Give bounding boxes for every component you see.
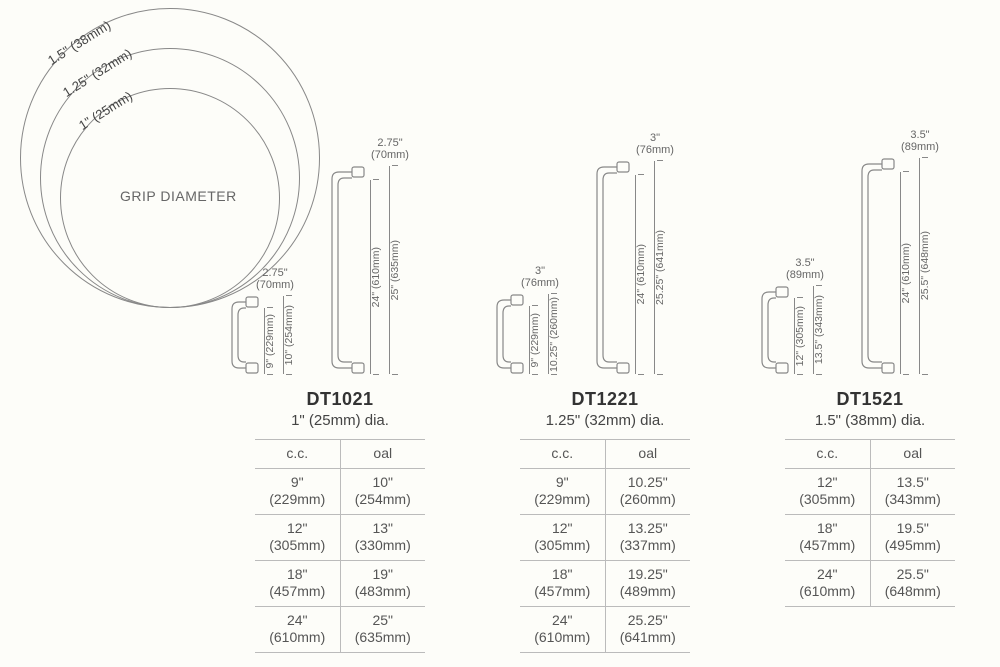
cc-cell: 12"(305mm): [255, 514, 340, 560]
cc-cell: 9"(229mm): [255, 468, 340, 514]
table-row: 18"(457mm) 19.5"(495mm): [785, 514, 955, 560]
vertical-dimension: 25.25" (641mm): [654, 160, 667, 375]
pull-handle-icon: [760, 285, 790, 375]
model-diameter: 1" (25mm) dia.: [291, 412, 389, 429]
model-code: DT1521: [815, 389, 925, 410]
vertical-dimension: 10.25" (260mm): [548, 293, 561, 375]
pull-handle-icon: [230, 295, 260, 375]
grip-diameter-label: GRIP DIAMETER: [120, 188, 237, 204]
table-row: 9"(229mm) 10"(254mm): [255, 468, 425, 514]
vertical-dimension: 25.5" (648mm): [919, 157, 932, 375]
oal-cell: 25.25"(641mm): [605, 606, 690, 652]
col-header-oal: oal: [870, 440, 955, 469]
oal-cell: 19.25"(489mm): [605, 560, 690, 606]
oal-cell: 13"(330mm): [340, 514, 425, 560]
col-header-oal: oal: [605, 440, 690, 469]
handle-small: 2.75"(70mm) 9" (229mm): [230, 267, 320, 375]
cc-cell: 18"(457mm): [785, 514, 870, 560]
model-heading: DT1021 1" (25mm) dia.: [291, 389, 389, 429]
width-dim-small: 3"(76mm): [495, 265, 585, 289]
model-diameter: 1.25" (32mm) dia.: [546, 412, 665, 429]
vertical-dimension: 24" (610mm): [900, 171, 913, 375]
vertical-dimension: 13.5" (343mm): [813, 285, 826, 375]
oal-cell: 25.5"(648mm): [870, 560, 955, 606]
col-header-oal: oal: [340, 440, 425, 469]
oal-cell: 19.5"(495mm): [870, 514, 955, 560]
oal-cell: 13.5"(343mm): [870, 468, 955, 514]
model-diameter: 1.5" (38mm) dia.: [815, 412, 925, 429]
vertical-dimension: 9" (229mm): [264, 307, 277, 375]
oal-cell: 25"(635mm): [340, 606, 425, 652]
model-column: 3.5"(89mm) 12" (305mm): [760, 135, 980, 653]
model-column: 2.75"(70mm) 9" (229mm): [230, 135, 450, 653]
table-row: 18"(457mm) 19"(483mm): [255, 560, 425, 606]
oal-cell: 19"(483mm): [340, 560, 425, 606]
table-row: 24"(610mm) 25.5"(648mm): [785, 560, 955, 606]
handle-large: 3"(76mm) 24" (610mm): [595, 132, 715, 375]
spec-table: c.c. oal 9"(229mm) 10"(254mm) 12"(305mm)…: [255, 439, 425, 653]
vertical-dimension: 9" (229mm): [529, 305, 542, 375]
spec-table: c.c. oal 9"(229mm) 10.25"(260mm) 12"(305…: [520, 439, 690, 653]
width-dim-small: 3.5"(89mm): [760, 257, 850, 281]
model-code: DT1021: [291, 389, 389, 410]
col-header-cc: c.c.: [785, 440, 870, 469]
cc-cell: 24"(610mm): [255, 606, 340, 652]
pull-handle-icon: [495, 293, 525, 375]
model-columns: 2.75"(70mm) 9" (229mm): [230, 135, 980, 653]
spec-table: c.c. oal 12"(305mm) 13.5"(343mm) 18"(457…: [785, 439, 955, 607]
vertical-dimension: 25" (635mm): [389, 165, 402, 375]
pull-handle-icon: [330, 165, 366, 375]
cc-cell: 18"(457mm): [255, 560, 340, 606]
table-row: 24"(610mm) 25"(635mm): [255, 606, 425, 652]
col-header-cc: c.c.: [255, 440, 340, 469]
width-dim-large: 3.5"(89mm): [860, 129, 980, 153]
handle-diagrams: 3"(76mm) 9" (229mm): [495, 135, 715, 375]
table-row: 12"(305mm) 13.25"(337mm): [520, 514, 690, 560]
handle-diagrams: 3.5"(89mm) 12" (305mm): [760, 135, 980, 375]
handle-small: 3.5"(89mm) 12" (305mm): [760, 257, 850, 375]
handle-large: 3.5"(89mm) 24" (610mm): [860, 129, 980, 375]
oal-cell: 13.25"(337mm): [605, 514, 690, 560]
col-header-cc: c.c.: [520, 440, 605, 469]
handle-small: 3"(76mm) 9" (229mm): [495, 265, 585, 375]
width-dim-large: 3"(76mm): [595, 132, 715, 156]
table-row: 12"(305mm) 13"(330mm): [255, 514, 425, 560]
handle-diagrams: 2.75"(70mm) 9" (229mm): [230, 135, 450, 375]
vertical-dimension: 10" (254mm): [283, 295, 296, 375]
cc-cell: 24"(610mm): [520, 606, 605, 652]
table-row: 24"(610mm) 25.25"(641mm): [520, 606, 690, 652]
handle-large: 2.75"(70mm) 24" (610mm): [330, 137, 450, 375]
table-row: 12"(305mm) 13.5"(343mm): [785, 468, 955, 514]
width-dim-large: 2.75"(70mm): [330, 137, 450, 161]
model-code: DT1221: [546, 389, 665, 410]
model-column: 3"(76mm) 9" (229mm): [495, 135, 715, 653]
cc-cell: 18"(457mm): [520, 560, 605, 606]
cc-cell: 12"(305mm): [520, 514, 605, 560]
pull-handle-icon: [860, 157, 896, 375]
cc-cell: 9"(229mm): [520, 468, 605, 514]
table-row: 18"(457mm) 19.25"(489mm): [520, 560, 690, 606]
vertical-dimension: 24" (610mm): [370, 179, 383, 375]
oal-cell: 10"(254mm): [340, 468, 425, 514]
table-row: 9"(229mm) 10.25"(260mm): [520, 468, 690, 514]
model-heading: DT1521 1.5" (38mm) dia.: [815, 389, 925, 429]
vertical-dimension: 24" (610mm): [635, 174, 648, 375]
cc-cell: 12"(305mm): [785, 468, 870, 514]
model-heading: DT1221 1.25" (32mm) dia.: [546, 389, 665, 429]
vertical-dimension: 12" (305mm): [794, 297, 807, 375]
oal-cell: 10.25"(260mm): [605, 468, 690, 514]
width-dim-small: 2.75"(70mm): [230, 267, 320, 291]
pull-handle-icon: [595, 160, 631, 375]
cc-cell: 24"(610mm): [785, 560, 870, 606]
